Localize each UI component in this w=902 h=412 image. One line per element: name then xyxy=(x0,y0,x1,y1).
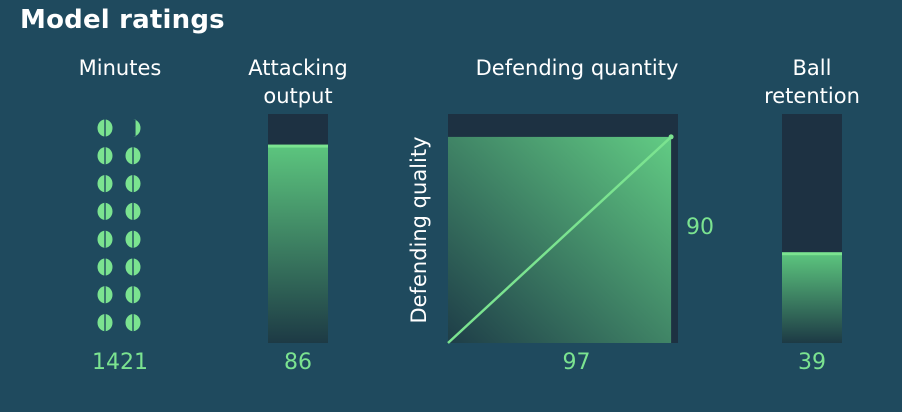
attacking-output-bar-fill xyxy=(268,146,328,343)
ball-retention-bar-top-line xyxy=(782,252,842,256)
defending-quantity-value: 97 xyxy=(562,350,591,375)
defending-quality-value: 90 xyxy=(686,215,714,240)
ball-retention-header-line-2: retention xyxy=(764,84,860,108)
defending-quantity-header: Defending quantity xyxy=(475,56,679,80)
ball-retention-value: 39 xyxy=(798,350,826,375)
defending-end-point xyxy=(668,134,674,140)
attacking-output-header-line-1: Attacking xyxy=(248,56,348,80)
defending-area-chart xyxy=(447,114,678,344)
minutes-header: Minutes xyxy=(78,56,162,80)
attacking-output-header: Attacking output xyxy=(228,54,368,110)
ball-retention-header-line-1: Ball xyxy=(792,56,832,80)
defending-diagonal-line xyxy=(447,135,672,344)
minutes-dot-partial xyxy=(133,119,141,137)
minutes-waffle xyxy=(97,119,141,332)
ball-retention-bar-chart xyxy=(782,114,842,343)
attacking-output-bar-chart xyxy=(268,114,328,343)
ball-retention-bar-fill xyxy=(782,253,842,343)
attacking-output-value: 86 xyxy=(284,350,312,375)
ball-retention-header: Ball retention xyxy=(752,54,872,110)
attacking-output-bar-top-line xyxy=(268,144,328,148)
chart-title: Model ratings xyxy=(20,5,225,35)
attacking-output-header-line-2: output xyxy=(263,84,333,108)
minutes-value: 1421 xyxy=(92,350,148,375)
